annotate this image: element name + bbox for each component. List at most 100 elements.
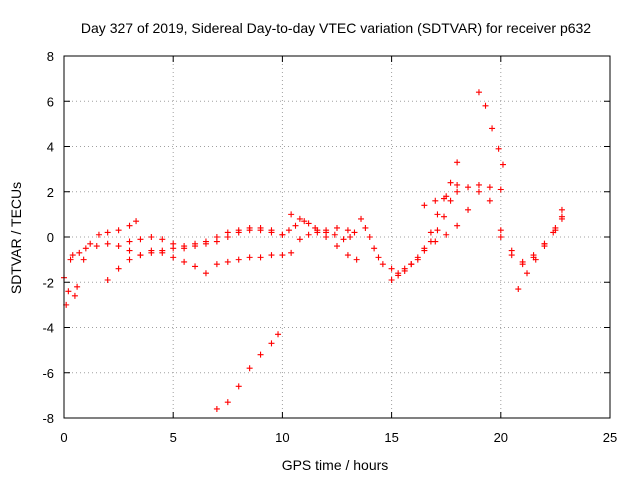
data-point [441, 213, 448, 220]
y-tick-label: -8 [42, 411, 54, 426]
data-point [104, 276, 111, 283]
data-point [288, 249, 295, 256]
data-point [532, 256, 539, 263]
series-arc-5 [126, 224, 286, 252]
y-tick-label: 0 [47, 230, 54, 245]
data-point [454, 159, 461, 166]
data-point [550, 229, 557, 236]
data-point [454, 181, 461, 188]
data-point [275, 331, 282, 338]
data-point [159, 249, 166, 256]
data-point [362, 224, 369, 231]
data-point [427, 229, 434, 236]
data-point [246, 227, 253, 234]
data-points [61, 89, 565, 412]
data-point [213, 405, 220, 412]
data-point [224, 399, 231, 406]
data-point [279, 252, 286, 259]
data-point [148, 247, 155, 254]
data-point [224, 258, 231, 265]
data-point [268, 227, 275, 234]
data-point [447, 197, 454, 204]
x-tick-label: 20 [494, 430, 508, 445]
data-point [447, 179, 454, 186]
x-tick-label: 15 [384, 430, 398, 445]
data-point [558, 206, 565, 213]
data-point [432, 238, 439, 245]
data-point [93, 243, 100, 250]
data-point [388, 265, 395, 272]
data-point [524, 270, 531, 277]
data-point [334, 243, 340, 250]
series-arc-18 [515, 215, 565, 293]
data-point [395, 270, 402, 277]
data-point [296, 236, 303, 243]
data-point [126, 256, 133, 263]
data-point [235, 256, 242, 263]
data-point [192, 263, 199, 270]
data-point [465, 206, 472, 213]
data-point [475, 188, 482, 195]
data-point [170, 240, 177, 247]
data-point [552, 224, 559, 231]
data-point [305, 231, 312, 238]
data-point [246, 254, 253, 261]
data-point [340, 236, 347, 243]
data-point [69, 252, 76, 259]
data-point [74, 283, 81, 290]
data-point [375, 254, 382, 261]
data-point [366, 234, 373, 240]
data-point [148, 234, 155, 240]
data-point [465, 184, 472, 191]
data-point [347, 234, 354, 240]
data-point [497, 186, 504, 193]
series-arc-4 [104, 247, 209, 283]
series-arc-10 [288, 211, 360, 263]
data-point [434, 227, 441, 234]
data-point [213, 261, 220, 268]
x-tick-label: 10 [275, 430, 289, 445]
data-point [202, 270, 209, 277]
data-point [257, 351, 264, 358]
series-arc-3 [82, 224, 286, 259]
data-point [508, 247, 515, 254]
data-point [401, 265, 408, 272]
y-tick-label: 6 [47, 94, 54, 109]
data-point [421, 245, 428, 252]
x-tick-label: 0 [60, 430, 67, 445]
data-point [115, 243, 122, 250]
y-tick-label: -4 [42, 321, 54, 336]
data-point [71, 292, 78, 299]
data-point [296, 215, 303, 222]
data-point [443, 193, 450, 200]
series-arc-6 [213, 249, 295, 268]
data-point [126, 238, 133, 245]
axis-ticks: 0 5 10 15 20 25 -8 -6 -4 -2 0 2 4 6 8 [42, 49, 617, 445]
data-point [344, 227, 351, 234]
data-point [371, 245, 378, 252]
data-point [82, 245, 89, 252]
data-point [482, 102, 489, 109]
data-point [486, 184, 493, 191]
data-point [334, 224, 340, 231]
data-point [351, 229, 358, 236]
data-point [443, 231, 450, 238]
data-point [67, 256, 74, 263]
y-tick-label: -2 [42, 275, 54, 290]
data-point [301, 218, 308, 225]
data-point [235, 229, 242, 236]
data-point [213, 238, 220, 245]
data-point [519, 261, 526, 268]
data-point [181, 258, 188, 265]
data-point [432, 197, 439, 204]
series-arc-12 [388, 181, 461, 279]
data-point [408, 261, 415, 268]
series-arc-17 [497, 213, 565, 268]
data-point [414, 256, 421, 263]
x-tick-label: 5 [170, 430, 177, 445]
data-point [323, 227, 330, 234]
data-point [497, 234, 504, 240]
series-arc-7 [213, 331, 282, 412]
data-point [115, 227, 122, 234]
